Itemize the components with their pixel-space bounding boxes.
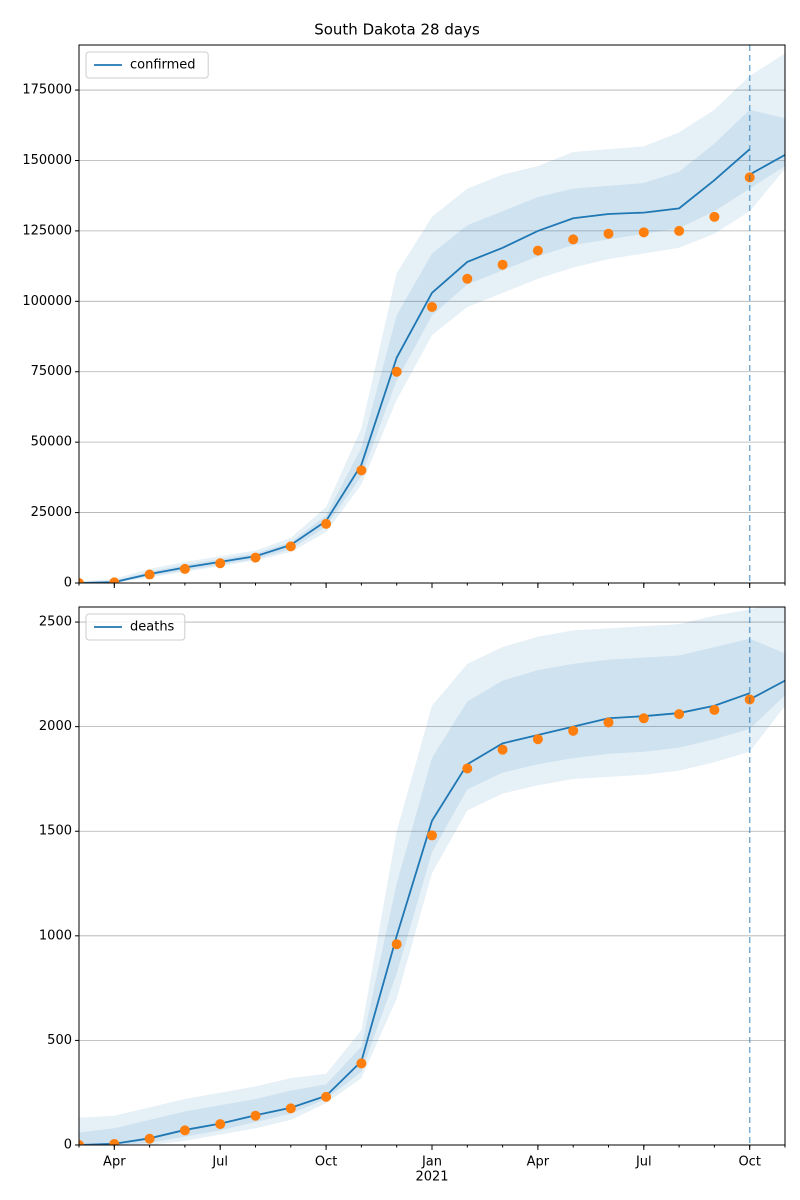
x-tick-label: Apr (527, 1155, 550, 1170)
observed-point (109, 577, 120, 583)
uncertainty-band (79, 53, 785, 583)
observed-point (250, 552, 261, 563)
x-tick-label: Jan (421, 1155, 442, 1170)
observed-point (497, 259, 508, 270)
observed-point (674, 225, 685, 236)
y-tick-label: 2000 (39, 719, 72, 734)
observed-point (215, 558, 226, 569)
observed-point (709, 704, 720, 715)
observed-point (462, 273, 473, 284)
x-year-label: 2021 (415, 1170, 448, 1185)
y-tick-label: 25000 (31, 505, 72, 520)
observed-point (79, 1140, 84, 1145)
observed-point (638, 713, 649, 724)
x-tick-label: Jul (635, 1155, 652, 1170)
observed-point (109, 1138, 120, 1145)
y-tick-label: 1500 (39, 824, 72, 839)
y-tick-label: 150000 (22, 153, 72, 168)
observed-point (674, 709, 685, 720)
y-tick-label: 0 (64, 576, 72, 591)
y-tick-label: 175000 (22, 83, 72, 98)
model-line (749, 679, 785, 701)
y-tick-label: 2500 (39, 615, 72, 630)
observed-point (427, 830, 437, 841)
x-tick-label: Oct (315, 1155, 337, 1170)
observed-point (179, 1125, 190, 1136)
observed-point (79, 578, 84, 583)
model-line (749, 154, 785, 176)
x-tick-label: Oct (738, 1155, 760, 1170)
uncertainty-band (79, 638, 785, 1145)
observed-point (179, 563, 190, 574)
observed-point (391, 366, 402, 377)
x-tick-label: Jul (211, 1155, 228, 1170)
observed-point (391, 939, 402, 950)
y-tick-label: 1000 (39, 928, 72, 943)
observed-point (532, 245, 543, 256)
y-tick-label: 0 (64, 1138, 72, 1153)
y-tick-label: 100000 (22, 294, 72, 309)
observed-point (356, 465, 367, 476)
observed-point (427, 301, 437, 312)
observed-point (497, 744, 508, 755)
observed-point (568, 725, 579, 736)
observed-point (638, 227, 649, 238)
observed-point (709, 211, 720, 222)
chart-title: South Dakota 28 days (314, 21, 480, 39)
observed-point (215, 1119, 226, 1130)
observed-point (144, 569, 155, 580)
y-tick-label: 75000 (31, 364, 72, 379)
observed-point (144, 1133, 155, 1144)
observed-point (285, 541, 296, 552)
y-tick-label: 50000 (31, 435, 72, 450)
uncertainty-band (79, 109, 785, 583)
model-line (79, 692, 751, 1145)
observed-point (603, 717, 614, 728)
observed-point (321, 518, 332, 529)
uncertainty-band (79, 607, 785, 1145)
observed-point (285, 1103, 296, 1114)
observed-point (462, 763, 473, 774)
legend-label: deaths (130, 620, 175, 635)
legend-box (85, 51, 209, 79)
y-tick-label: 125000 (22, 223, 72, 238)
legend-box (85, 613, 186, 641)
observed-point (250, 1110, 261, 1121)
plot-area (79, 607, 785, 1145)
x-tick-label: Apr (103, 1155, 126, 1170)
model-line (79, 148, 751, 583)
plot-area (79, 45, 785, 583)
y-tick-label: 500 (47, 1033, 72, 1048)
observed-point (532, 734, 543, 745)
observed-point (356, 1058, 367, 1069)
observed-point (321, 1091, 332, 1102)
observed-point (568, 234, 579, 245)
legend-label: confirmed (130, 58, 196, 73)
observed-point (603, 228, 614, 239)
